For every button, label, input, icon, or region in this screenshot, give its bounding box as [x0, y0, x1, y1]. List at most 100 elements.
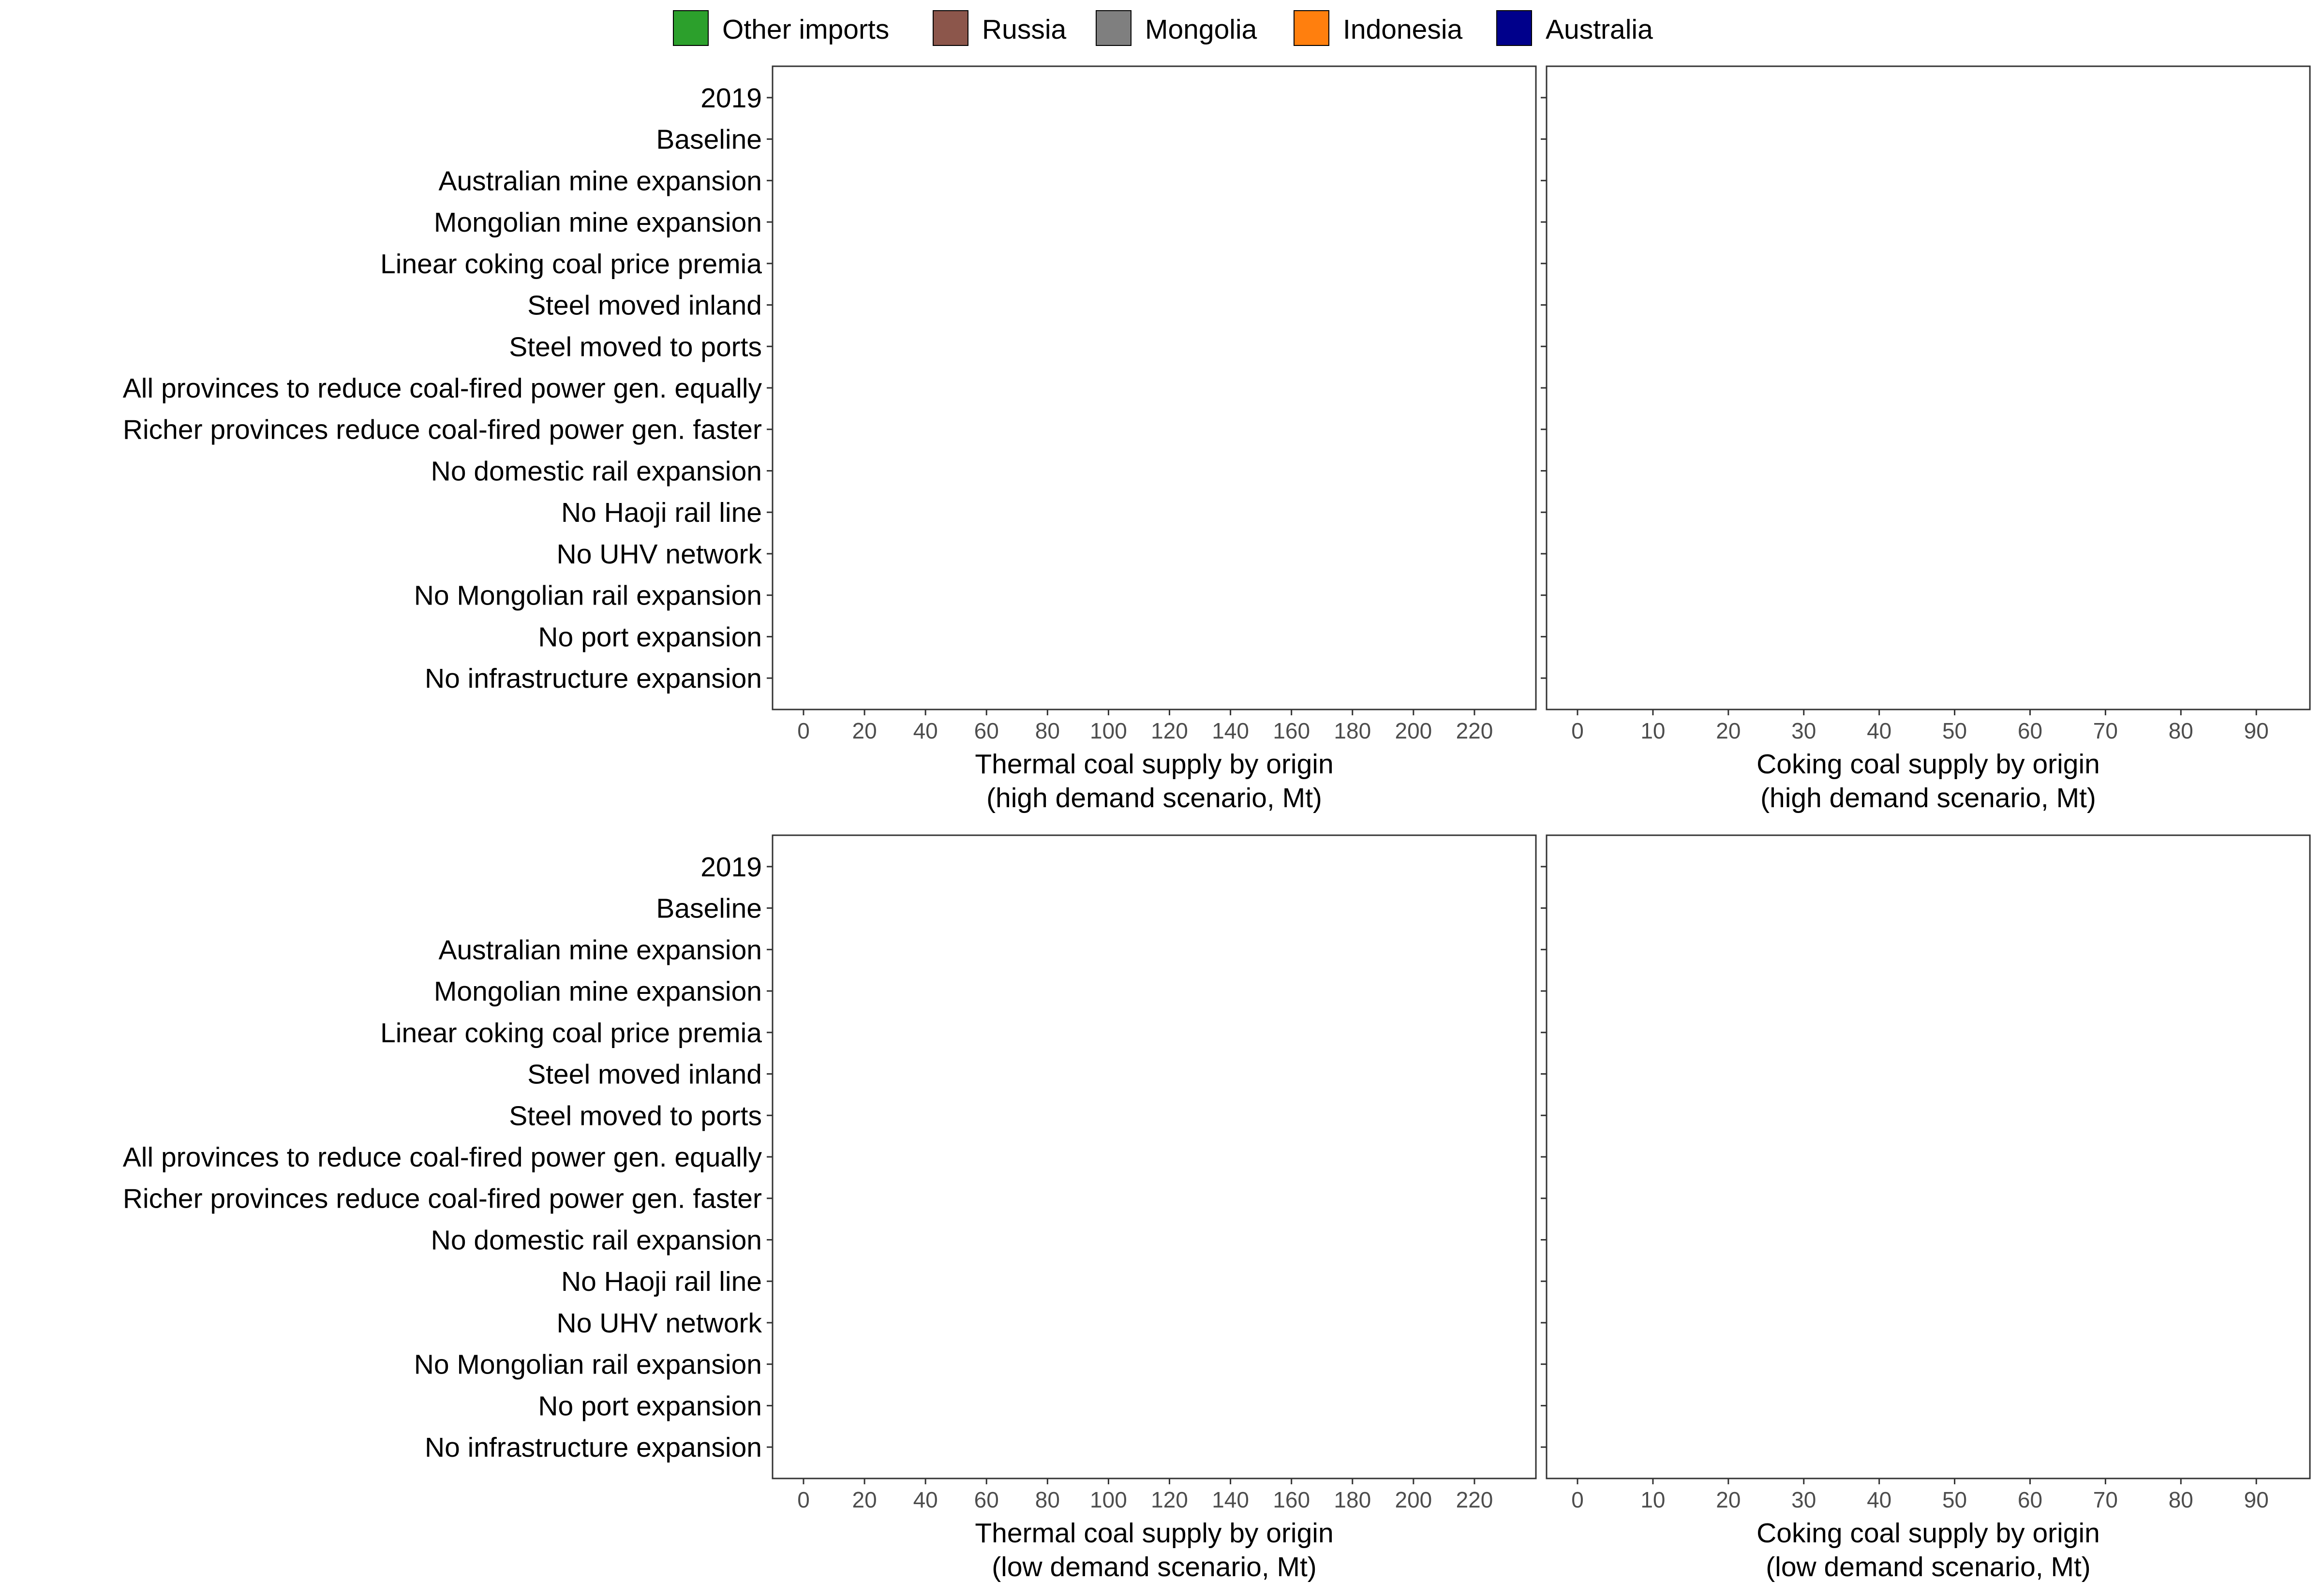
x-tick-label: 20 [852, 718, 877, 743]
category-label: No domestic rail expansion [431, 456, 762, 487]
category-label: All provinces to reduce coal-fired power… [123, 1142, 762, 1173]
x-tick-label: 20 [1716, 718, 1741, 743]
category-label: Linear coking coal price premia [380, 1018, 762, 1049]
category-label: Steel moved to ports [509, 1100, 762, 1131]
x-tick-label: 60 [2018, 718, 2042, 743]
x-axis-title-line-1: Thermal coal supply by origin [975, 749, 1333, 780]
x-tick-label: 80 [2169, 1487, 2193, 1512]
x-tick-label: 140 [1212, 718, 1249, 743]
legend-key-australia [1496, 10, 1532, 46]
x-tick-label: 160 [1273, 718, 1310, 743]
legend-label-australia: Australia [1546, 14, 1653, 45]
x-tick-label: 220 [1456, 718, 1493, 743]
category-label: No Mongolian rail expansion [414, 1349, 762, 1380]
category-label: Mongolian mine expansion [434, 207, 762, 238]
x-tick-label: 80 [1035, 718, 1060, 743]
x-tick-label: 40 [1867, 1487, 1891, 1512]
legend-key-other-imports [673, 10, 709, 46]
x-axis-title-line-1: Coking coal supply by origin [1756, 749, 2100, 780]
x-tick-label: 80 [1035, 1487, 1060, 1512]
category-label: No Mongolian rail expansion [414, 580, 762, 611]
x-tick-label: 60 [974, 718, 999, 743]
x-tick-label: 10 [1640, 718, 1665, 743]
x-tick-label: 0 [797, 1487, 810, 1512]
legend-key-mongolia [1096, 10, 1131, 46]
x-tick-label: 0 [797, 718, 810, 743]
x-tick-label: 90 [2244, 718, 2269, 743]
x-tick-label: 180 [1334, 1487, 1371, 1512]
x-tick-label: 20 [852, 1487, 877, 1512]
legend: Other imports Russia Mongolia Indonesia Aust… [673, 10, 1653, 46]
category-label: Steel moved to ports [509, 331, 762, 362]
category-label: Australian mine expansion [438, 934, 762, 965]
x-axis-title-line-1: Coking coal supply by origin [1756, 1518, 2100, 1549]
x-tick-label: 0 [1571, 1487, 1584, 1512]
category-label: All provinces to reduce coal-fired power… [123, 373, 762, 404]
category-label: Steel moved inland [527, 290, 762, 321]
x-tick-label: 220 [1456, 1487, 1493, 1512]
x-tick-label: 200 [1395, 1487, 1432, 1512]
category-label: No port expansion [538, 1390, 762, 1421]
x-tick-label: 80 [2169, 718, 2193, 743]
category-label: Mongolian mine expansion [434, 976, 762, 1007]
x-axis-title-line-2: (low demand scenario, Mt) [1766, 1552, 2091, 1582]
x-tick-label: 20 [1716, 1487, 1741, 1512]
category-label: 2019 [700, 852, 762, 883]
x-tick-label: 40 [1867, 718, 1891, 743]
legend-label-indonesia: Indonesia [1343, 14, 1463, 45]
x-axis-title-line-2: (high demand scenario, Mt) [1760, 783, 2096, 813]
x-tick-label: 60 [2018, 1487, 2042, 1512]
category-label: 2019 [700, 83, 762, 114]
category-label: No infrastructure expansion [425, 1432, 762, 1463]
x-tick-label: 100 [1090, 718, 1127, 743]
x-tick-label: 40 [913, 718, 938, 743]
category-label: Steel moved inland [527, 1059, 762, 1090]
x-tick-label: 70 [2093, 718, 2118, 743]
x-tick-label: 40 [913, 1487, 938, 1512]
panel-border [1546, 65, 2311, 710]
x-tick-label: 50 [1942, 718, 1967, 743]
x-axis-title-line-2: (high demand scenario, Mt) [986, 783, 1322, 813]
x-axis-title-line-2: (low demand scenario, Mt) [992, 1552, 1317, 1582]
x-tick-label: 200 [1395, 718, 1432, 743]
x-tick-label: 140 [1212, 1487, 1249, 1512]
x-tick-label: 60 [974, 1487, 999, 1512]
x-tick-label: 160 [1273, 1487, 1310, 1512]
thermal-high-demand-panel: 2019 Baseline Australian mine expansion Mon… [123, 65, 1537, 813]
category-label: Baseline [656, 124, 762, 155]
category-label: Baseline [656, 893, 762, 924]
category-label: No infrastructure expansion [425, 663, 762, 694]
x-tick-label: 30 [1791, 718, 1816, 743]
x-tick-label: 0 [1571, 718, 1584, 743]
x-axis-title-line-1: Thermal coal supply by origin [975, 1518, 1333, 1549]
x-tick-label: 70 [2093, 1487, 2118, 1512]
category-label: No domestic rail expansion [431, 1225, 762, 1256]
x-tick-label: 10 [1640, 1487, 1665, 1512]
coking-high-demand-panel: 0 10 20 30 40 50 60 70 80 90 Coking coal supply by… [1541, 65, 2311, 813]
category-label: No UHV network [557, 539, 762, 570]
category-label: Richer provinces reduce coal-fired power… [123, 414, 762, 445]
legend-key-russia [933, 10, 968, 46]
x-tick-label: 90 [2244, 1487, 2269, 1512]
x-tick-label: 100 [1090, 1487, 1127, 1512]
category-label: Australian mine expansion [438, 165, 762, 196]
category-label: No UHV network [557, 1308, 762, 1339]
legend-key-indonesia [1294, 10, 1329, 46]
category-label: Richer provinces reduce coal-fired power… [123, 1183, 762, 1214]
x-tick-label: 180 [1334, 718, 1371, 743]
category-label: No Haoji rail line [561, 497, 762, 528]
panel-border [1546, 834, 2311, 1479]
category-label: No port expansion [538, 621, 762, 652]
x-tick-label: 30 [1791, 1487, 1816, 1512]
x-tick-label: 120 [1151, 718, 1188, 743]
category-label: No Haoji rail line [561, 1266, 762, 1297]
panel-border [772, 834, 1537, 1479]
legend-label-russia: Russia [982, 14, 1067, 45]
legend-label-mongolia: Mongolia [1145, 14, 1257, 45]
panel-border [772, 65, 1537, 710]
legend-label-other-imports: Other imports [722, 14, 889, 45]
x-tick-label: 120 [1151, 1487, 1188, 1512]
coking-low-demand-panel: 0 10 20 30 40 50 60 70 80 90 Coking coal supply by… [1541, 834, 2311, 1582]
thermal-low-demand-panel: 2019 Baseline Australian mine expansion Mon… [123, 834, 1537, 1582]
